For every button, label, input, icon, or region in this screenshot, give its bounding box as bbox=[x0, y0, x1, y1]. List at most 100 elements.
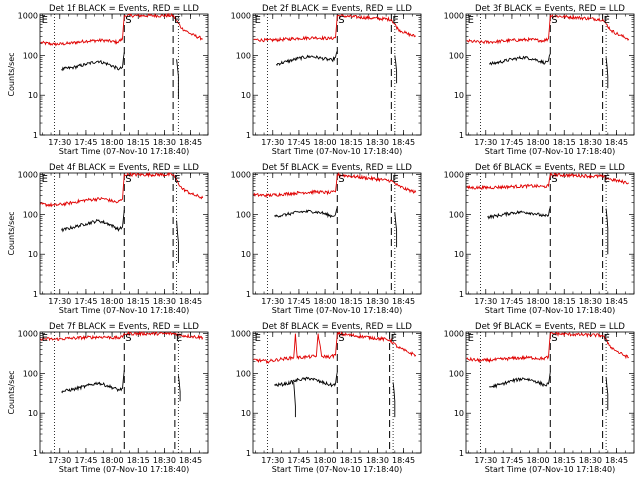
x-tick-label: 18:45 bbox=[605, 456, 628, 465]
x-tick-label: 18:30 bbox=[366, 456, 389, 465]
lld-series-line bbox=[466, 172, 630, 190]
events-series-line bbox=[487, 207, 551, 220]
y-tick-label: 1000 bbox=[231, 12, 251, 21]
events-series-line bbox=[394, 212, 398, 248]
lld-series-line bbox=[466, 331, 629, 364]
time-marker-label: S bbox=[125, 15, 131, 26]
x-tick-label: 17:30 bbox=[48, 456, 71, 465]
events-series-line bbox=[293, 382, 296, 418]
x-tick-label: 18:00 bbox=[314, 456, 337, 465]
time-marker-label: S bbox=[125, 333, 131, 344]
x-tick-label: 18:30 bbox=[579, 138, 602, 147]
time-marker-label: E bbox=[604, 15, 610, 26]
chart-panel-6: Det 6f BLACK = Events, RED = LLD 1 10 100 10… bbox=[444, 163, 635, 315]
x-axis-label: Start Time (07-Nov-10 17:18:40) bbox=[485, 306, 615, 315]
x-tick-label: 18:45 bbox=[179, 456, 202, 465]
x-tick-label: 18:15 bbox=[340, 456, 363, 465]
x-tick-label: 17:45 bbox=[500, 297, 523, 306]
lld-series-line bbox=[40, 330, 204, 342]
x-tick-label: 17:45 bbox=[287, 456, 310, 465]
chart-title: Det 8f BLACK = Events, RED = LLD bbox=[262, 322, 412, 332]
x-tick-label: 17:45 bbox=[500, 138, 523, 147]
x-tick-label: 17:30 bbox=[474, 456, 497, 465]
events-series-line bbox=[605, 208, 609, 255]
x-axis-label: Start Time (07-Nov-10 17:18:40) bbox=[272, 306, 402, 315]
x-tick-label: 17:30 bbox=[474, 297, 497, 306]
x-tick-label: 18:30 bbox=[153, 297, 176, 306]
y-tick-label: 100 bbox=[236, 369, 251, 378]
y-tick-label: 10 bbox=[241, 409, 251, 418]
x-tick-label: 18:45 bbox=[392, 297, 415, 306]
x-tick-label: 18:30 bbox=[366, 138, 389, 147]
y-axis-label: Counts/sec bbox=[7, 370, 16, 414]
x-axis-label: Start Time (07-Nov-10 17:18:40) bbox=[59, 306, 189, 315]
time-marker-label: E bbox=[255, 15, 261, 26]
x-tick-label: 18:30 bbox=[579, 297, 602, 306]
x-tick-label: 18:45 bbox=[605, 138, 628, 147]
x-tick-label: 17:30 bbox=[261, 138, 284, 147]
chart-title: Det 3f BLACK = Events, RED = LLD bbox=[475, 4, 625, 14]
x-tick-label: 18:15 bbox=[127, 297, 150, 306]
y-tick-label: 1000 bbox=[444, 330, 464, 339]
x-tick-label: 18:15 bbox=[553, 456, 576, 465]
y-tick-label: 100 bbox=[23, 51, 38, 60]
chart-panel-3: Det 3f BLACK = Events, RED = LLD 1 10 100 10… bbox=[444, 4, 635, 156]
lld-series-line bbox=[466, 14, 630, 45]
y-tick-label: 10 bbox=[241, 91, 251, 100]
y-tick-label: 10 bbox=[454, 409, 464, 418]
events-series-line bbox=[275, 50, 338, 66]
x-tick-label: 18:00 bbox=[527, 456, 550, 465]
lld-series-line bbox=[40, 12, 203, 47]
events-series-line bbox=[274, 371, 338, 388]
y-tick-label: 1 bbox=[459, 131, 464, 140]
chart-title: Det 5f BLACK = Events, RED = LLD bbox=[262, 163, 412, 173]
y-tick-label: 10 bbox=[454, 91, 464, 100]
x-tick-label: 18:30 bbox=[579, 456, 602, 465]
y-tick-label: 1000 bbox=[231, 330, 251, 339]
chart-panel-5: Det 5f BLACK = Events, RED = LLD 1 10 100 10… bbox=[231, 163, 422, 315]
x-tick-label: 17:45 bbox=[74, 297, 97, 306]
y-tick-label: 1 bbox=[246, 449, 251, 458]
y-tick-label: 100 bbox=[23, 369, 38, 378]
y-tick-label: 10 bbox=[28, 409, 38, 418]
x-tick-label: 17:30 bbox=[474, 138, 497, 147]
time-marker-label: E bbox=[392, 174, 398, 185]
lld-series-line bbox=[253, 14, 417, 43]
events-series-line bbox=[61, 52, 125, 72]
x-tick-label: 18:45 bbox=[392, 456, 415, 465]
x-tick-label: 18:00 bbox=[101, 456, 124, 465]
time-marker-label: S bbox=[551, 174, 557, 185]
x-axis-label: Start Time (07-Nov-10 17:18:40) bbox=[272, 465, 402, 474]
y-tick-label: 100 bbox=[236, 210, 251, 219]
time-marker-label: S bbox=[551, 333, 557, 344]
time-marker-label: S bbox=[338, 15, 344, 26]
x-tick-label: 17:45 bbox=[74, 138, 97, 147]
y-axis-label: Counts/sec bbox=[7, 211, 16, 255]
x-tick-label: 18:30 bbox=[153, 138, 176, 147]
y-tick-label: 1 bbox=[33, 131, 38, 140]
x-tick-label: 17:30 bbox=[48, 138, 71, 147]
x-tick-label: 18:00 bbox=[101, 297, 124, 306]
x-axis-label: Start Time (07-Nov-10 17:18:40) bbox=[485, 147, 615, 156]
events-series-line bbox=[489, 371, 551, 389]
time-marker-label: E bbox=[604, 174, 610, 185]
x-axis-label: Start Time (07-Nov-10 17:18:40) bbox=[272, 147, 402, 156]
x-tick-label: 18:45 bbox=[179, 297, 202, 306]
x-tick-label: 18:00 bbox=[527, 138, 550, 147]
x-tick-label: 17:45 bbox=[500, 456, 523, 465]
y-tick-label: 1 bbox=[33, 290, 38, 299]
y-tick-label: 1 bbox=[33, 449, 38, 458]
time-marker-label: E bbox=[468, 333, 474, 344]
chart-panel-1: Det 1f BLACK = Events, RED = LLD 1 10 100 10… bbox=[7, 4, 209, 156]
y-tick-label: 1000 bbox=[18, 330, 38, 339]
x-tick-label: 18:45 bbox=[392, 138, 415, 147]
x-tick-label: 17:45 bbox=[287, 138, 310, 147]
lld-series-line bbox=[253, 331, 417, 364]
time-marker-label: E bbox=[42, 15, 48, 26]
x-tick-label: 18:15 bbox=[127, 138, 150, 147]
x-axis-label: Start Time (07-Nov-10 17:18:40) bbox=[59, 465, 189, 474]
y-tick-label: 1000 bbox=[18, 171, 38, 180]
y-tick-label: 100 bbox=[236, 51, 251, 60]
